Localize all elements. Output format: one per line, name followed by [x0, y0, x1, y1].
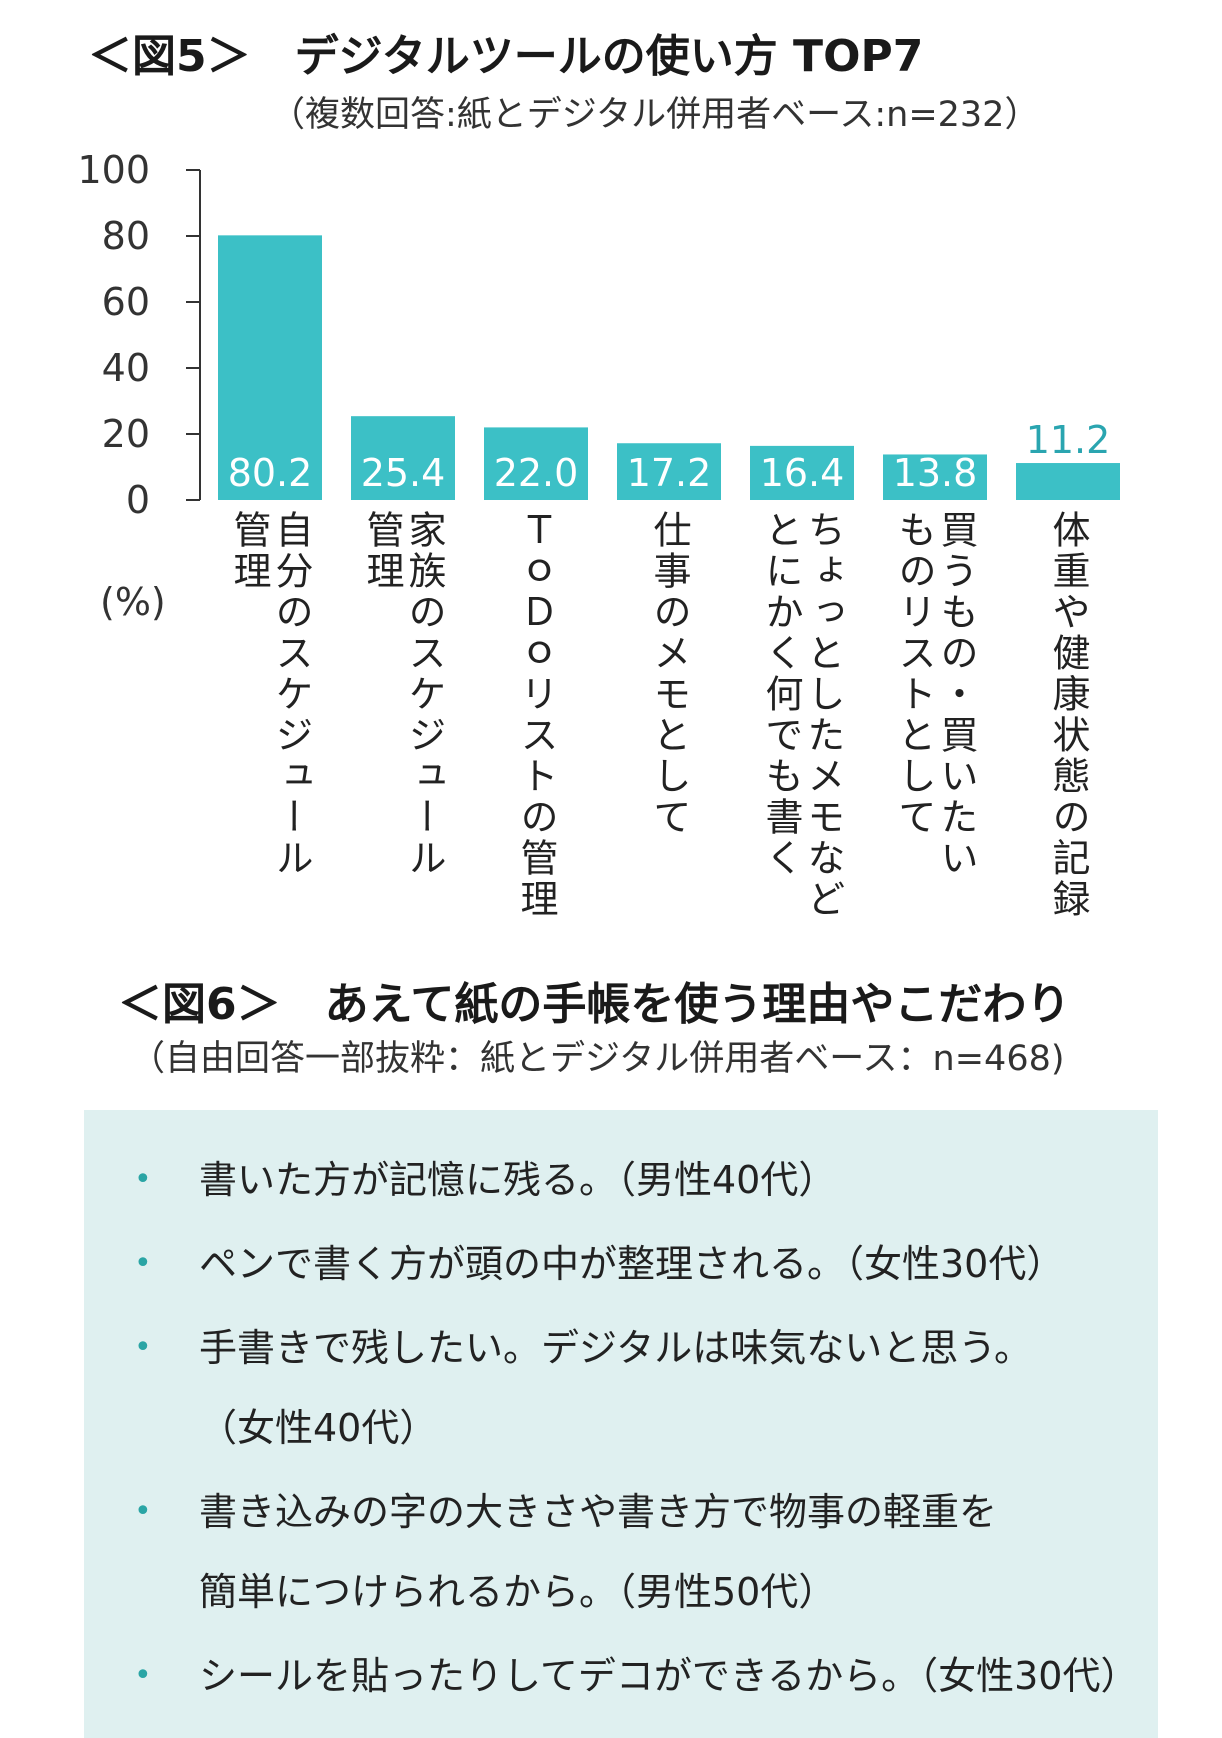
category-label: 買うもの・買いたい ものリストとして	[892, 510, 978, 879]
quote-box: • 書いた方が記憶に残る。（男性40代） • ペンで書く方が頭の中が整理される。（女性…	[84, 1110, 1158, 1738]
bullet-icon: •	[134, 1658, 152, 1693]
quote-item: • 書き込みの字の大きさや書き方で物事の軽重を 簡単につけられるから。（男性50代…	[84, 1472, 1158, 1632]
y-tick-label: 0	[126, 478, 150, 520]
data-label: 22.0	[494, 451, 579, 495]
bar	[1016, 463, 1120, 500]
quote-item: • ペンで書く方が頭の中が整理される。（女性30代）	[84, 1224, 1158, 1304]
quote-item: • 書いた方が記憶に残る。（男性40代）	[84, 1140, 1158, 1220]
category-label: ＴｏＤｏリストの管理	[514, 510, 558, 920]
y-tick-label: 60	[102, 280, 150, 324]
bullet-icon: •	[134, 1330, 152, 1365]
category-label: ちょっとしたメモなど とにかく何でも書く	[759, 510, 845, 920]
y-tick-label: 40	[102, 346, 150, 390]
category-label: 自分のスケジュール 管理	[227, 510, 313, 879]
data-label: 16.4	[760, 451, 845, 495]
bar	[351, 416, 455, 500]
quote-item: • 手書きで残したい。デジタルは味気ないと思う。 （女性40代）	[84, 1308, 1158, 1468]
quote-text: シールを貼ったりしてデコができるから。（女性30代）	[199, 1654, 1139, 1698]
figure5-subtitle: （複数回答:紙とデジタル併用者ベース:n=232）	[270, 95, 1040, 135]
y-axis: 0 20 40 60 80 100	[77, 148, 201, 520]
bar	[883, 454, 987, 500]
bullet-icon: •	[134, 1494, 152, 1529]
data-label: 80.2	[228, 451, 313, 495]
y-axis-unit-label: (%)	[100, 580, 166, 624]
category-label: 仕事のメモとして	[647, 510, 691, 838]
y-tick-label: 80	[102, 214, 150, 258]
quote-text: 書いた方が記憶に残る。（男性40代）	[199, 1158, 837, 1202]
y-tick-label: 100	[77, 148, 150, 192]
quote-text: 手書きで残したい。デジタルは味気ないと思う。 （女性40代）	[199, 1326, 1032, 1450]
bullet-icon: •	[134, 1162, 152, 1197]
data-label: 13.8	[893, 451, 978, 495]
data-labels: 80.2 25.4 22.0 17.2 16.4 13.8 11.2	[228, 418, 1111, 495]
figure6-subtitle: （自由回答一部抜粋：紙とデジタル併用者ベース：n=468)	[130, 1039, 1065, 1079]
data-label: 17.2	[627, 451, 712, 495]
data-label: 25.4	[361, 451, 446, 495]
data-label: 11.2	[1026, 418, 1111, 462]
bullet-icon: •	[134, 1246, 152, 1281]
y-tick-label: 20	[102, 412, 150, 456]
quote-list: • 書いた方が記憶に残る。（男性40代） • ペンで書く方が頭の中が整理される。（女性…	[84, 1140, 1158, 1720]
bar	[484, 427, 588, 500]
quote-item: • シールを貼ったりしてデコができるから。（女性30代）	[84, 1636, 1158, 1716]
figure6-title: ＜図6＞ あえて紙の手帳を使う理由やこだわり	[118, 979, 1071, 1030]
category-label: 家族のスケジュール 管理	[360, 510, 446, 879]
bar-chart: 0 20 40 60 80 100 80.2 25.4 22.0 17.2 16.4 13.8 11.…	[77, 148, 1120, 520]
quote-text: ペンで書く方が頭の中が整理される。（女性30代）	[199, 1242, 1065, 1286]
bar	[617, 443, 721, 500]
category-label: 体重や健康状態の記録	[1046, 510, 1090, 920]
bar	[218, 235, 322, 500]
bars	[218, 235, 1120, 500]
quote-text: 書き込みの字の大きさや書き方で物事の軽重を 簡単につけられるから。（男性50代）	[199, 1490, 998, 1614]
figure5-title: ＜図5＞ デジタルツールの使い方 TOP7	[88, 31, 924, 82]
bar	[750, 445, 854, 500]
